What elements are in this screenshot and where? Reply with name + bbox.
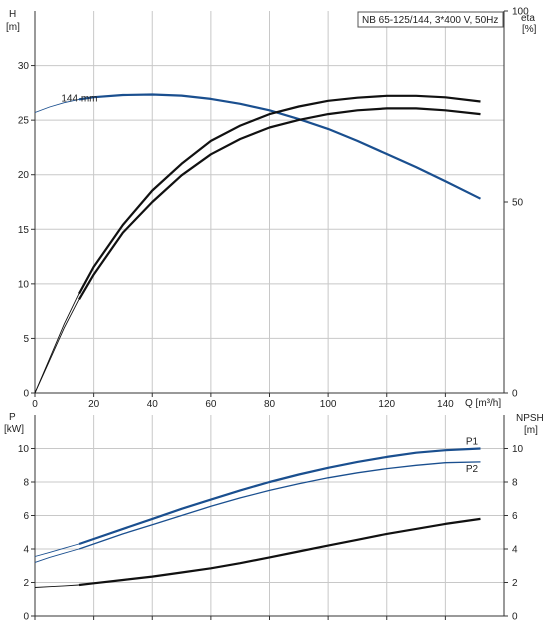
bottom-left-tick-label: 10 [18,444,30,455]
top-right-tick-label: 100 [512,7,529,18]
bottom-panel-grid [35,415,504,616]
top-x-tick-label: 140 [437,399,454,410]
chart-title-box [357,11,504,28]
eta-axis-unit: [%] [522,24,537,35]
top-left-tick-label: 0 [23,389,29,400]
power-curve-label-p1: P1 [466,437,479,448]
top-right-tick-label: 0 [512,389,518,400]
flow-axis-label: Q [m³/h] [465,398,501,409]
bottom-npsh-2-extension-line [34,584,80,588]
bottom-right-tick-label: 2 [512,578,518,589]
top-panel-axes: 0 5 10 15 20 25 30 0 50 100 0 20 40 60 80 100 120 140 [18,7,529,411]
top-x-tick-label: 100 [320,399,337,410]
top-x-tick-label: 0 [32,399,38,410]
head-axis-unit: [m] [6,22,20,33]
eta-axis-label: eta [521,13,535,24]
bottom-left-tick-label: 4 [23,545,29,556]
top-left-tick-label: 20 [18,170,30,181]
top-left-tick-label: 25 [18,116,30,127]
bottom-right-tick-label: 10 [512,444,524,455]
npsh-axis-unit: [m] [524,425,538,436]
top-left-tick-label: 10 [18,279,30,290]
top-left-tick-label: 30 [18,61,30,72]
bottom-power-1-line [78,461,481,550]
chart-title: NB 65-125/144, 3*400 V, 50Hz [362,15,498,26]
bottom-left-tick-label: 2 [23,578,29,589]
top-x-tick-label: 60 [205,399,217,410]
top-x-tick-label: 120 [378,399,395,410]
bottom-left-tick-label: 8 [23,478,29,489]
npsh-axis-label: NPSH [516,413,544,424]
head-axis-label: H [9,9,16,20]
bottom-panel-axes: 0 2 4 6 8 10 0 2 4 6 8 10 [18,415,524,623]
bottom-left-tick-label: 0 [23,612,29,623]
power-curve-label-p2: P2 [466,464,479,475]
top-efficiency-2-extension-line [34,299,80,394]
bottom-right-tick-label: 4 [512,545,518,556]
bottom-power-0-line [78,447,481,546]
top-x-tick-label: 20 [88,399,100,410]
top-efficiency-2-line [78,107,481,300]
bottom-npsh-2-line [78,517,481,587]
bottom-right-tick-label: 0 [512,612,518,623]
top-left-tick-label: 15 [18,225,30,236]
top-x-tick-label: 80 [264,399,276,410]
top-efficiency-1-line [78,94,481,295]
bottom-power-1-extension-line [34,548,80,563]
bottom-power-0-extension-line [34,543,80,557]
bottom-left-tick-label: 6 [23,511,29,522]
top-panel-series: 144 mm [34,93,481,394]
bottom-right-tick-label: 8 [512,478,518,489]
power-axis-label: P [9,412,16,423]
top-left-tick-label: 5 [23,334,29,345]
top-right-tick-label: 50 [512,198,524,209]
top-head-0-line [78,93,481,200]
power-axis-unit: [kW] [4,424,24,435]
top-x-tick-label: 40 [147,399,159,410]
head-curve-label: 144 mm [61,93,97,104]
bottom-panel-series: P1 P2 [34,437,481,588]
bottom-right-tick-label: 6 [512,511,518,522]
